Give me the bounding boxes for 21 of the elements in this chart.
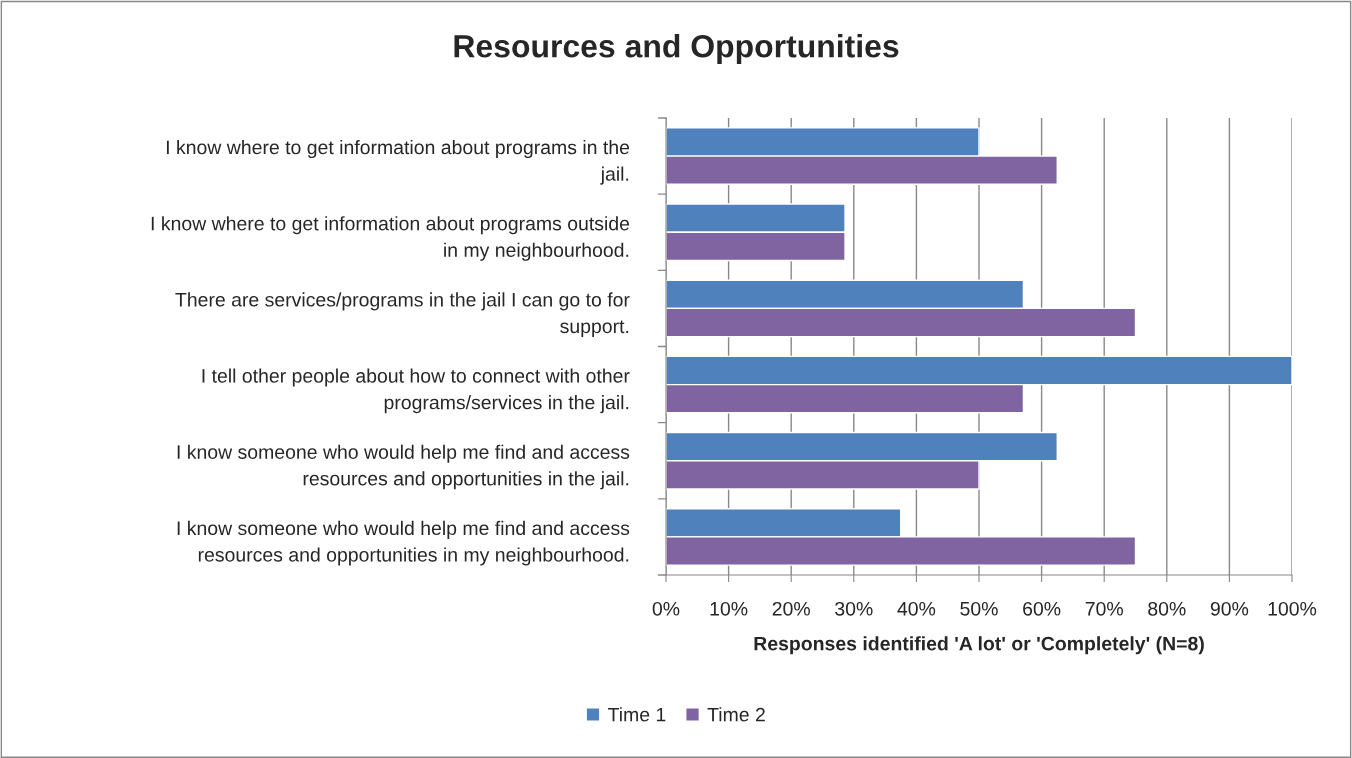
x-tick-label: 20% bbox=[772, 601, 810, 616]
legend-label: Time 1 bbox=[608, 707, 666, 722]
x-tick-label: 50% bbox=[960, 601, 998, 616]
x-tick-label: 10% bbox=[710, 601, 748, 616]
x-axis-title: Responses identified 'A lot' or 'Completely' (N=8) bbox=[754, 636, 1204, 655]
y-tick-label: I know where to get information about programs in the jail. bbox=[166, 139, 630, 185]
x-tick-label: 0% bbox=[652, 601, 680, 616]
y-tick-label: There are services/programs in the jail I can go to for support. bbox=[175, 292, 630, 338]
y-tick-label: I tell other people about how to connect with other programs/services in the jail. bbox=[202, 368, 630, 414]
x-tick-label: 70% bbox=[1085, 601, 1123, 616]
y-tick-label: I know where to get information about programs outside in my neighbourhood. bbox=[151, 216, 630, 261]
x-tick-label: 100% bbox=[1268, 601, 1317, 616]
chart-title: Resources and Opportunities bbox=[454, 34, 899, 64]
x-tick-label: 80% bbox=[1148, 601, 1186, 616]
y-tick-label: I know someone who would help me find and access resources and opportunities in my neighbourhood. bbox=[177, 520, 630, 566]
x-tick-label: 90% bbox=[1210, 601, 1249, 616]
y-tick-label: I know someone who would help me find and access resources and opportunities in the jail. bbox=[177, 444, 630, 490]
x-tick-label: 30% bbox=[835, 601, 873, 616]
x-tick-label: 40% bbox=[897, 601, 936, 616]
legend-label: Time 2 bbox=[707, 707, 765, 722]
x-tick-label: 60% bbox=[1023, 601, 1061, 616]
